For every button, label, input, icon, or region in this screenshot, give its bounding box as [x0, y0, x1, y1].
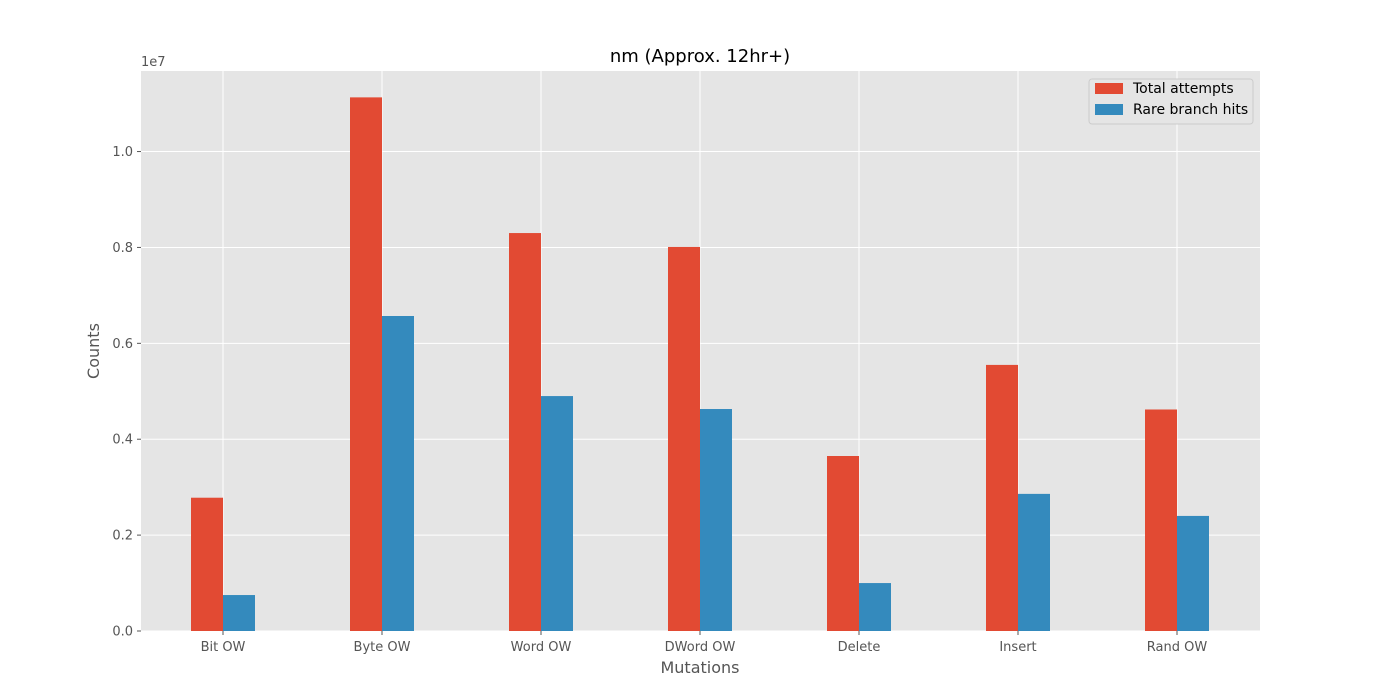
y-axis-label: Counts	[84, 323, 103, 379]
bar-total-attempts	[350, 97, 382, 631]
legend-label-rare-branch-hits: Rare branch hits	[1133, 102, 1248, 118]
bar-total-attempts	[986, 364, 1018, 631]
bar-total-attempts	[668, 246, 700, 631]
legend: Total attempts Rare branch hits	[1088, 78, 1254, 125]
y-tick-label: 1.0	[112, 145, 133, 160]
y-tick-label: 0.4	[112, 433, 133, 448]
y-tick-labels: 0.0 0.2 0.4 0.6 0.8 1.0	[112, 145, 133, 639]
y-tick-label: 0.8	[112, 241, 133, 256]
y-scale-label: 1e7	[141, 55, 166, 70]
bar-total-attempts	[827, 456, 859, 631]
x-tick-label: DWord OW	[665, 640, 736, 655]
bar-total-attempts	[191, 497, 223, 631]
y-tick-label: 0.0	[112, 625, 133, 640]
bar-total-attempts	[1145, 409, 1177, 631]
legend-swatch-rare-branch-hits	[1095, 104, 1123, 115]
legend-swatch-total-attempts	[1095, 83, 1123, 94]
x-tick-label: Delete	[838, 640, 881, 655]
bars	[191, 97, 1209, 631]
x-tick-label: Insert	[999, 640, 1036, 655]
x-tick-label: Byte OW	[354, 640, 411, 655]
x-tick-label: Rand OW	[1147, 640, 1208, 655]
bar-total-attempts	[509, 233, 541, 631]
bar-rare-branch-hits	[859, 583, 891, 631]
x-tick-label: Word OW	[511, 640, 572, 655]
x-tick-label: Bit OW	[201, 640, 246, 655]
bar-rare-branch-hits	[382, 316, 414, 631]
x-axis-label: Mutations	[660, 658, 739, 677]
y-tick-label: 0.2	[112, 529, 133, 544]
legend-box	[1088, 78, 1254, 125]
legend-label-total-attempts: Total attempts	[1132, 81, 1234, 97]
bar-rare-branch-hits	[1177, 515, 1209, 631]
chart-title: nm (Approx. 12hr+)	[610, 46, 790, 67]
y-tick-label: 0.6	[112, 337, 133, 352]
bar-rare-branch-hits	[223, 595, 255, 631]
x-tick-labels: Bit OW Byte OW Word OW DWord OW Delete Insert…	[201, 640, 1208, 655]
bar-rare-branch-hits	[541, 396, 573, 631]
bar-rare-branch-hits	[700, 409, 732, 631]
bar-rare-branch-hits	[1018, 493, 1050, 631]
